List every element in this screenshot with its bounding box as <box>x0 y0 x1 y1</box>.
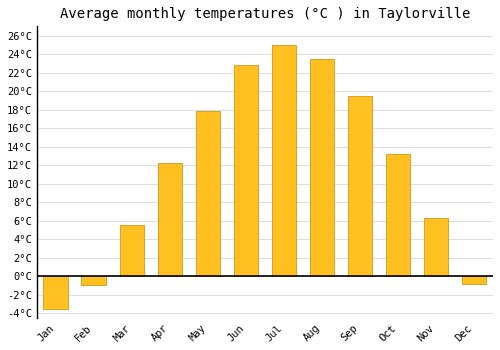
Bar <box>310 59 334 276</box>
Bar <box>44 276 68 309</box>
Bar <box>272 45 296 276</box>
Bar <box>424 218 448 276</box>
Bar <box>386 154 410 276</box>
Bar <box>158 163 182 276</box>
Bar <box>348 96 372 276</box>
Bar <box>82 276 106 286</box>
Bar <box>196 111 220 276</box>
Title: Average monthly temperatures (°C ) in Taylorville: Average monthly temperatures (°C ) in Ta… <box>60 7 470 21</box>
Bar <box>462 276 486 284</box>
Bar <box>234 65 258 276</box>
Bar <box>120 225 144 276</box>
